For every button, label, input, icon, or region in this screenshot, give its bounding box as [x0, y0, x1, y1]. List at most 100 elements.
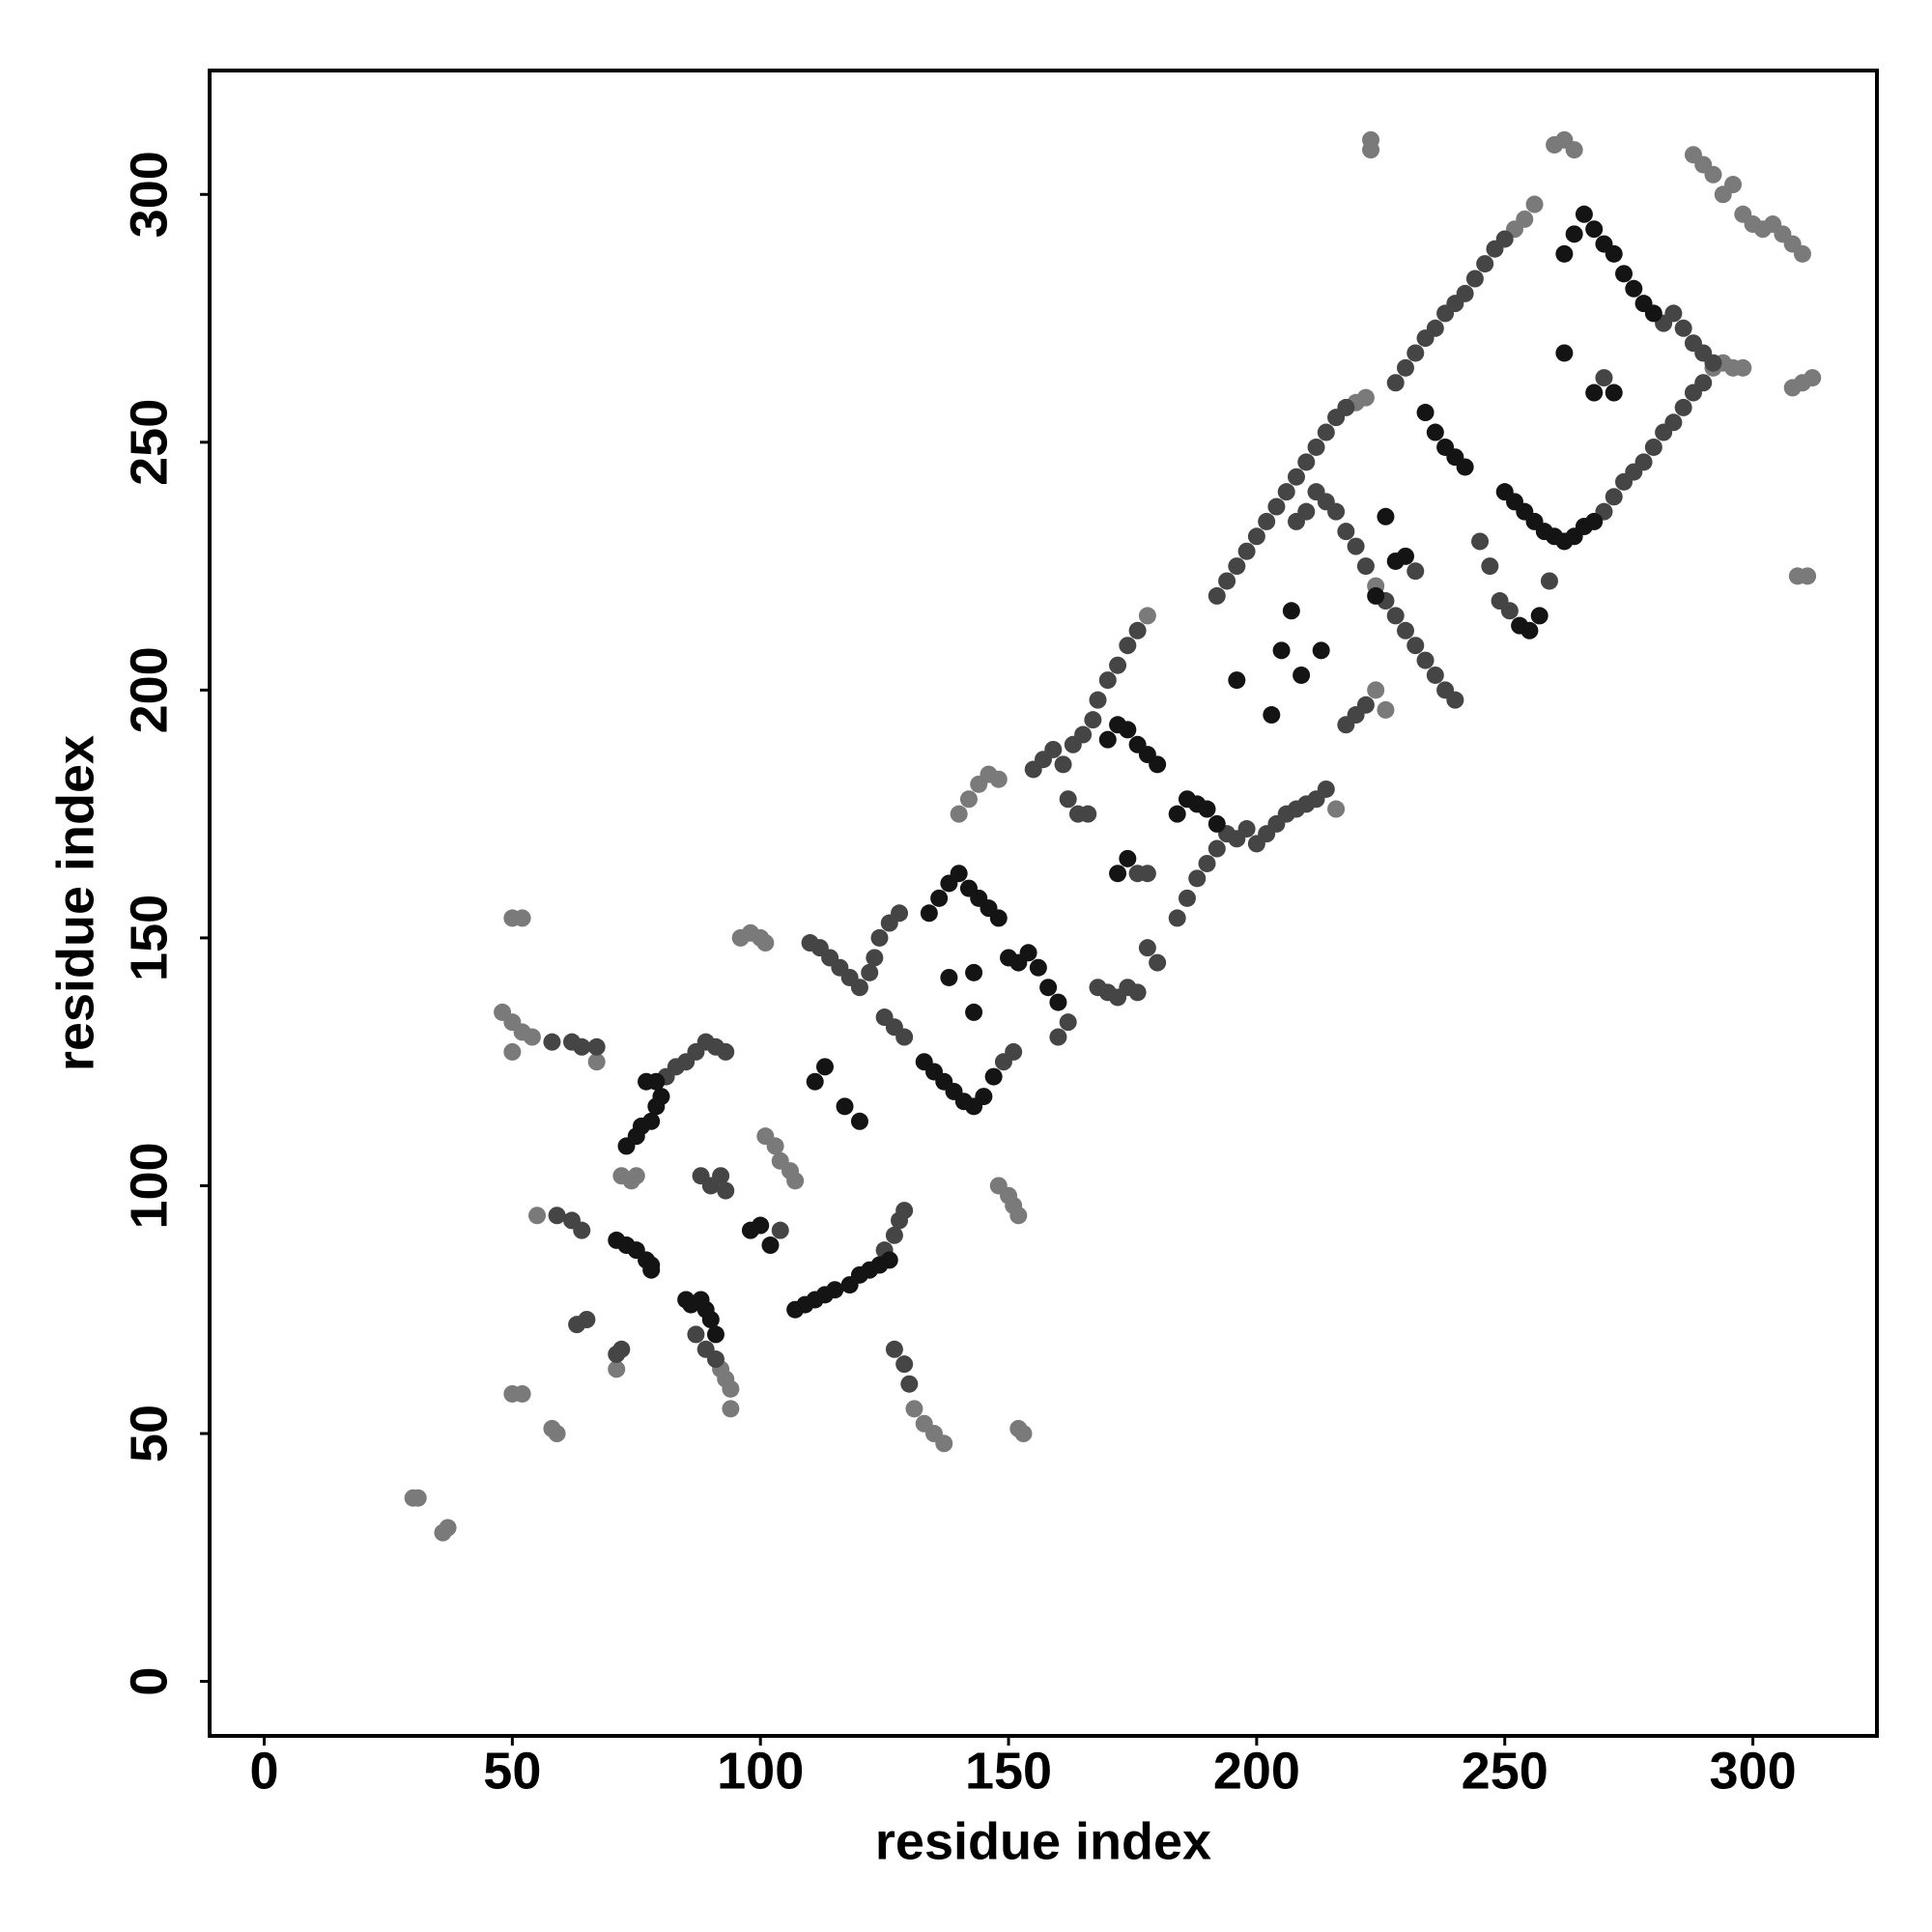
point: [1674, 319, 1692, 337]
point: [1674, 398, 1692, 416]
x-tick-label: 250: [1462, 1742, 1548, 1800]
point: [815, 1058, 834, 1076]
point: [1059, 1013, 1077, 1032]
point: [1396, 621, 1414, 639]
point: [1312, 641, 1330, 660]
point: [850, 1112, 868, 1130]
point: [1565, 141, 1583, 159]
point: [548, 1207, 566, 1225]
point: [1044, 740, 1063, 758]
point: [1605, 244, 1623, 263]
point: [1734, 358, 1752, 377]
point: [1495, 230, 1514, 248]
point: [870, 928, 889, 947]
point: [920, 904, 938, 923]
point: [1362, 141, 1380, 159]
point: [786, 1172, 805, 1190]
point: [905, 1400, 923, 1418]
point: [806, 1072, 824, 1091]
point: [959, 790, 978, 809]
point: [647, 1072, 666, 1091]
point: [930, 889, 949, 907]
point: [1644, 438, 1662, 456]
point: [548, 1425, 566, 1443]
point: [1540, 572, 1558, 590]
point: [1198, 854, 1216, 872]
point: [722, 1379, 740, 1398]
x-tick-label: 300: [1710, 1742, 1797, 1800]
point: [701, 1311, 720, 1328]
point: [1049, 1028, 1067, 1046]
point: [1337, 398, 1355, 416]
point: [1520, 621, 1539, 639]
point: [523, 1028, 541, 1046]
point: [1530, 607, 1548, 625]
point: [1282, 602, 1300, 620]
point: [706, 1325, 724, 1344]
point: [1644, 304, 1662, 323]
point: [1456, 284, 1474, 302]
point: [687, 1325, 705, 1344]
point: [587, 1037, 606, 1056]
point: [1481, 557, 1499, 576]
point: [1228, 557, 1246, 576]
point: [756, 934, 775, 952]
point: [766, 1137, 784, 1155]
point: [940, 968, 958, 986]
point: [1014, 1425, 1033, 1443]
point: [1119, 637, 1137, 655]
point: [1386, 374, 1405, 392]
point: [1079, 805, 1097, 823]
y-axis-title: residue index: [46, 735, 104, 1071]
point: [513, 909, 531, 927]
point: [1247, 527, 1265, 546]
point: [1615, 265, 1634, 283]
point: [989, 770, 1008, 788]
point: [1377, 700, 1395, 719]
point: [1356, 388, 1375, 407]
point: [1237, 542, 1256, 560]
point: [578, 1311, 596, 1328]
point: [1704, 354, 1722, 372]
point: [1208, 814, 1226, 833]
point: [885, 1340, 903, 1358]
point: [1267, 497, 1286, 516]
y-tick-label: 300: [120, 151, 178, 238]
point: [1218, 572, 1236, 590]
point: [1575, 205, 1593, 223]
point: [1198, 800, 1216, 818]
point: [1426, 423, 1444, 441]
point: [1168, 805, 1186, 823]
point: [1019, 944, 1037, 962]
point: [1664, 413, 1683, 432]
point: [1119, 849, 1137, 867]
point: [1317, 780, 1335, 798]
point: [1565, 225, 1583, 243]
point: [1039, 979, 1058, 997]
point: [1396, 358, 1414, 377]
point: [1634, 453, 1653, 471]
point: [1804, 369, 1822, 387]
x-tick-label: 50: [483, 1742, 541, 1800]
point: [880, 1251, 898, 1269]
point: [573, 1037, 591, 1056]
point: [1555, 344, 1574, 362]
point: [1138, 865, 1156, 883]
point: [1406, 562, 1425, 581]
y-tick-label: 50: [120, 1405, 178, 1463]
point: [1356, 557, 1375, 576]
point: [1476, 255, 1494, 273]
point: [1605, 488, 1623, 506]
point: [706, 1350, 724, 1369]
point: [866, 949, 884, 967]
point: [965, 963, 983, 981]
point: [1149, 755, 1167, 774]
point: [587, 1053, 606, 1071]
point: [1456, 458, 1474, 476]
point: [861, 963, 879, 981]
point: [1799, 567, 1817, 585]
x-tick-label: 100: [717, 1742, 804, 1800]
point: [1337, 523, 1355, 541]
point: [722, 1400, 740, 1418]
